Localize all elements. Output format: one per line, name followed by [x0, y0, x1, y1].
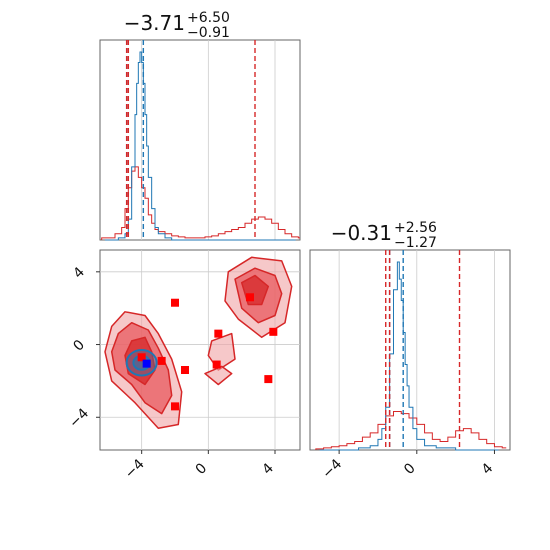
histogram-step-line [319, 261, 499, 451]
red-marker [137, 353, 146, 362]
blue-contour-group [125, 349, 158, 377]
quantile-lines-group [125, 40, 256, 240]
axes-frame [309, 249, 511, 451]
markers-group [137, 293, 278, 411]
blue-marker [142, 359, 151, 368]
x-tick-label: −4 [122, 456, 148, 482]
x-tick-label: 0 [193, 460, 211, 478]
contour-region [204, 365, 233, 386]
red-marker [181, 366, 189, 374]
y-tick-label: −4 [66, 405, 92, 431]
x-tick-labels: −4 0 4 [319, 450, 497, 482]
histogram-step-line [315, 411, 507, 450]
marginal-title-sup-param2: +2.56 [394, 220, 437, 236]
contour-panel: −4 0 4 −4 0 4 [66, 249, 301, 482]
red-marker [214, 329, 223, 338]
axes-frame [99, 249, 301, 451]
histogram-series-group [101, 51, 300, 241]
marginal-title-param1: −3.71 [124, 11, 185, 35]
x-tick-label: 4 [259, 460, 277, 478]
y-tick-label: 0 [70, 337, 88, 355]
x-tick-label: 0 [401, 460, 419, 478]
x-tick-label: 4 [479, 460, 497, 478]
red-marker [246, 293, 254, 302]
marginal-title-sup-param1: +6.50 [187, 10, 230, 26]
grid-lines [141, 40, 276, 240]
histogram-step-line [105, 51, 296, 241]
red-marker [171, 298, 179, 307]
red-marker [269, 327, 278, 336]
red-marker [171, 402, 179, 411]
marginal-title-sub-param1: −0.91 [187, 25, 230, 41]
contour-region [207, 332, 236, 371]
marginal-title-param2: −0.31 [331, 221, 392, 245]
y-tick-labels: −4 0 4 [66, 264, 100, 431]
y-tick-label: 4 [70, 264, 88, 282]
marginal-title-sub-param2: −1.27 [394, 235, 437, 251]
contour-regions-group [104, 256, 293, 429]
histogram-series-group [315, 261, 507, 451]
grid-lines [338, 250, 495, 450]
marginal-histogram-param1: −3.71 +6.50 −0.91 [99, 10, 301, 241]
marginal-histogram-param2: −4 0 4 −0.31 +2.56 −1.27 [309, 220, 511, 482]
red-marker [264, 375, 273, 384]
quantile-lines-group [385, 250, 461, 450]
x-tick-label: −4 [319, 456, 345, 482]
x-tick-labels: −4 0 4 [122, 450, 277, 482]
axes-frame [99, 39, 301, 241]
red-marker [157, 356, 166, 365]
red-marker [212, 360, 221, 369]
